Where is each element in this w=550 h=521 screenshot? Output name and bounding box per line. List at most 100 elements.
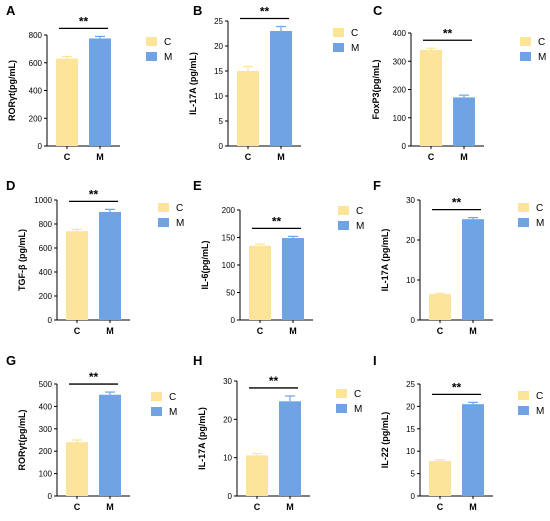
- legend-swatch-c: [338, 206, 349, 215]
- y-tick-label: 30: [406, 196, 415, 205]
- legend-label: M: [536, 406, 544, 417]
- legend-label: M: [169, 407, 177, 418]
- legend-swatch-c: [146, 37, 157, 46]
- panel-letter: H: [193, 353, 202, 368]
- significance-marker: **: [79, 14, 89, 28]
- x-tick-label: M: [106, 502, 114, 512]
- legend-swatch-m: [518, 218, 529, 227]
- legend-swatch-m: [151, 407, 162, 416]
- x-tick-label: M: [286, 502, 294, 512]
- bar-c: [429, 461, 451, 496]
- x-tick-label: M: [469, 326, 477, 336]
- y-tick-label: 10: [406, 276, 415, 285]
- x-tick-label: M: [106, 326, 114, 336]
- bar-c: [56, 58, 78, 146]
- bar-c: [246, 455, 268, 496]
- y-tick-label: 400: [39, 402, 53, 411]
- y-tick-label: 600: [39, 244, 53, 253]
- y-tick-label: 200: [39, 447, 53, 456]
- y-tick-label: 600: [29, 59, 43, 68]
- x-tick-label: M: [277, 152, 285, 162]
- y-tick-label: 0: [48, 316, 53, 325]
- x-tick-label: M: [96, 152, 104, 162]
- y-tick-label: 400: [393, 29, 407, 38]
- bar-m: [462, 219, 484, 320]
- y-tick-label: 0: [411, 492, 416, 501]
- y-tick-label: 800: [29, 31, 43, 40]
- bar-c: [249, 245, 271, 320]
- y-tick-label: 200: [222, 206, 236, 215]
- bar-m: [279, 401, 301, 496]
- panel-letter: C: [373, 3, 383, 18]
- legend-swatch-m: [333, 43, 344, 52]
- y-axis-label: IL-22 (pg/mL): [380, 412, 390, 469]
- y-tick-label: 20: [406, 402, 415, 411]
- x-tick-label: C: [254, 502, 261, 512]
- y-tick-label: 1000: [34, 196, 52, 205]
- legend-label: C: [176, 203, 183, 214]
- legend-label: C: [169, 392, 176, 403]
- legend-swatch-c: [520, 37, 531, 46]
- y-tick-label: 0: [411, 316, 416, 325]
- legend-label: M: [356, 221, 364, 232]
- significance-marker: **: [260, 5, 270, 19]
- y-tick-label: 0: [48, 492, 53, 501]
- legend-swatch-c: [333, 28, 344, 37]
- y-tick-label: 800: [39, 220, 53, 229]
- significance-marker: **: [269, 374, 279, 388]
- y-axis-label: TGF-β (pg/mL): [17, 229, 27, 291]
- y-tick-label: 25: [406, 380, 415, 389]
- x-tick-label: C: [428, 152, 435, 162]
- y-tick-label: 300: [393, 57, 407, 66]
- y-tick-label: 10: [214, 92, 223, 101]
- legend-label: C: [356, 206, 363, 217]
- bar-c: [237, 71, 259, 146]
- significance-marker: **: [89, 187, 99, 201]
- bar-c: [66, 231, 88, 320]
- panel-letter: I: [373, 353, 377, 368]
- y-axis-label: IL-17A (pg/mL): [380, 229, 390, 292]
- y-tick-label: 25: [214, 17, 223, 26]
- y-tick-label: 100: [39, 470, 53, 479]
- significance-marker: **: [452, 196, 462, 210]
- y-axis-label: FoxP3(pg/mL): [371, 59, 381, 119]
- legend-label: C: [538, 37, 545, 48]
- panel-letter: F: [373, 178, 381, 193]
- y-tick-label: 5: [411, 470, 416, 479]
- x-tick-label: M: [460, 152, 468, 162]
- y-tick-label: 20: [406, 236, 415, 245]
- panel-letter: E: [193, 178, 202, 193]
- legend-label: C: [354, 389, 361, 400]
- x-tick-label: C: [64, 152, 71, 162]
- legend-swatch-c: [151, 392, 162, 401]
- x-tick-label: C: [245, 152, 252, 162]
- x-tick-label: C: [437, 326, 444, 336]
- y-tick-label: 30: [223, 377, 232, 386]
- y-tick-label: 400: [29, 87, 43, 96]
- x-tick-label: C: [74, 502, 81, 512]
- legend-label: M: [354, 404, 362, 415]
- legend-label: C: [351, 28, 358, 39]
- bar-c: [66, 442, 88, 496]
- bar-m: [99, 212, 121, 320]
- legend-swatch-c: [518, 391, 529, 400]
- bar-m: [462, 404, 484, 496]
- y-tick-label: 0: [228, 492, 233, 501]
- significance-marker: **: [443, 26, 453, 40]
- bar-m: [282, 238, 304, 320]
- y-tick-label: 200: [29, 114, 43, 123]
- y-tick-label: 200: [39, 292, 53, 301]
- legend-label: C: [164, 37, 171, 48]
- legend-label: C: [536, 391, 543, 402]
- y-axis-label: IL-6(pg/mL): [200, 241, 210, 290]
- legend-label: M: [164, 52, 172, 63]
- legend-label: M: [176, 218, 184, 229]
